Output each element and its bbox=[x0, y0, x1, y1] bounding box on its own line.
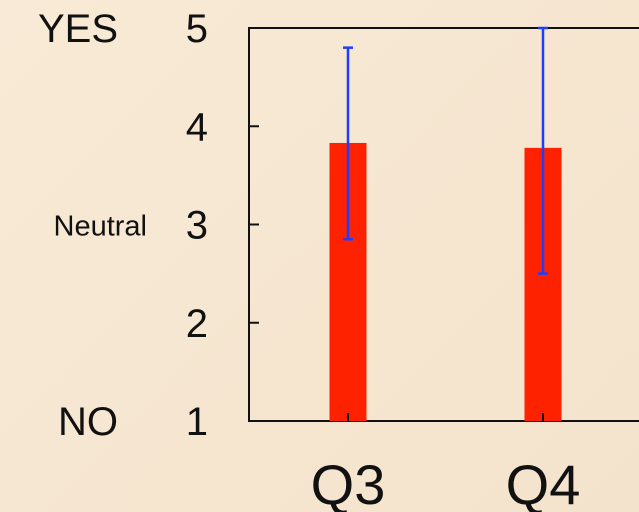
y-axis-ticks: 1 2 3 4 5 bbox=[186, 7, 259, 444]
y-tick-label: 5 bbox=[186, 7, 208, 51]
y-tick-label: 4 bbox=[186, 105, 208, 149]
x-tick-label: Q3 bbox=[311, 453, 386, 512]
plot-area bbox=[248, 27, 639, 422]
x-axis-ticks: Q3 Q4 bbox=[311, 413, 581, 512]
y-category-label: Neutral bbox=[54, 211, 148, 243]
y-tick-label: 2 bbox=[186, 302, 208, 346]
y-category-labels: YES Neutral NO bbox=[38, 7, 147, 444]
y-tick-label: 3 bbox=[186, 204, 208, 248]
bars bbox=[329, 26, 562, 422]
y-tick-label: 1 bbox=[186, 400, 208, 444]
y-category-label: YES bbox=[38, 7, 118, 51]
y-category-label: NO bbox=[58, 400, 118, 444]
x-tick-label: Q4 bbox=[506, 453, 581, 512]
